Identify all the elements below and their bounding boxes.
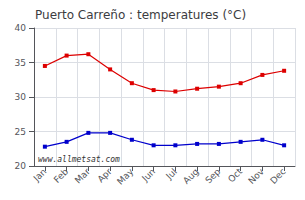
svg-text:Aug: Aug (181, 166, 200, 185)
svg-text:www.allmetsat.com: www.allmetsat.com (38, 155, 120, 164)
svg-text:20: 20 (15, 161, 27, 171)
svg-text:Mar: Mar (73, 166, 92, 185)
svg-text:Nov: Nov (246, 166, 266, 186)
svg-text:30: 30 (15, 92, 27, 102)
svg-text:Dec: Dec (268, 166, 287, 185)
svg-text:25: 25 (15, 127, 26, 137)
svg-text:Jul: Jul (163, 166, 178, 181)
svg-text:Apr: Apr (96, 166, 114, 184)
svg-text:40: 40 (15, 23, 27, 33)
svg-text:Feb: Feb (52, 166, 71, 185)
svg-text:Oct: Oct (226, 166, 244, 184)
svg-text:May: May (115, 166, 136, 187)
svg-text:35: 35 (15, 58, 26, 68)
svg-text:Sep: Sep (203, 166, 222, 185)
svg-text:Puerto Carreño : temperatures: Puerto Carreño : temperatures (°C) (35, 8, 246, 22)
svg-text:Jun: Jun (139, 166, 157, 184)
svg-text:Jan: Jan (31, 166, 49, 184)
